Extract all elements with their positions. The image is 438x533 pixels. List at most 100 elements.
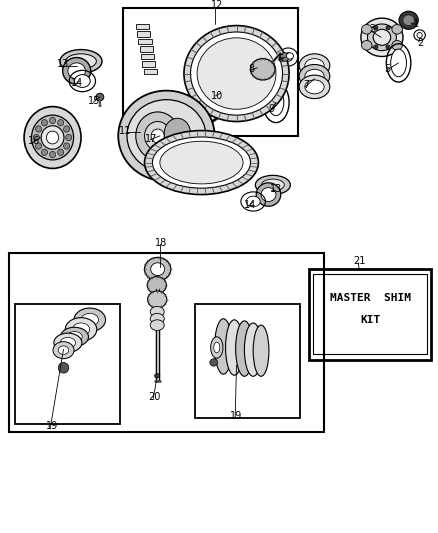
Ellipse shape <box>81 313 99 326</box>
Ellipse shape <box>152 137 251 188</box>
Ellipse shape <box>54 333 82 352</box>
Ellipse shape <box>49 151 56 158</box>
Text: 2: 2 <box>417 38 424 47</box>
Ellipse shape <box>72 323 90 336</box>
Ellipse shape <box>150 320 164 330</box>
Text: 13: 13 <box>57 59 70 69</box>
Ellipse shape <box>265 72 268 75</box>
Ellipse shape <box>245 66 248 69</box>
Ellipse shape <box>184 26 289 122</box>
Ellipse shape <box>265 60 268 63</box>
Text: 13: 13 <box>270 184 282 194</box>
Ellipse shape <box>46 131 59 144</box>
Ellipse shape <box>41 119 47 126</box>
Text: KIT: KIT <box>360 315 380 325</box>
Ellipse shape <box>164 118 191 148</box>
Text: 7: 7 <box>304 80 310 90</box>
Ellipse shape <box>250 61 265 75</box>
Ellipse shape <box>305 80 324 94</box>
Ellipse shape <box>58 346 69 354</box>
Ellipse shape <box>367 24 396 51</box>
Ellipse shape <box>157 157 160 163</box>
Ellipse shape <box>66 134 72 141</box>
Ellipse shape <box>41 126 64 149</box>
Text: 8: 8 <box>249 64 255 74</box>
Ellipse shape <box>256 183 281 206</box>
Ellipse shape <box>148 291 167 308</box>
Ellipse shape <box>96 93 104 101</box>
Ellipse shape <box>53 342 74 359</box>
Ellipse shape <box>215 319 232 374</box>
Ellipse shape <box>374 26 378 30</box>
Ellipse shape <box>127 100 206 172</box>
Ellipse shape <box>244 323 262 376</box>
Ellipse shape <box>403 15 414 25</box>
Bar <box>309 269 431 360</box>
Bar <box>137 31 150 37</box>
Ellipse shape <box>239 51 276 85</box>
Ellipse shape <box>210 359 218 366</box>
Ellipse shape <box>74 308 106 332</box>
Ellipse shape <box>160 141 243 184</box>
Text: 11: 11 <box>119 126 131 135</box>
Ellipse shape <box>236 321 253 376</box>
Ellipse shape <box>392 41 403 50</box>
Ellipse shape <box>246 196 260 207</box>
Ellipse shape <box>151 263 165 276</box>
Ellipse shape <box>150 313 164 324</box>
Text: 14: 14 <box>244 200 256 210</box>
Ellipse shape <box>253 325 269 376</box>
Ellipse shape <box>145 131 258 195</box>
Ellipse shape <box>252 57 256 60</box>
Ellipse shape <box>156 156 159 162</box>
Text: 9: 9 <box>268 104 275 114</box>
Ellipse shape <box>158 159 162 165</box>
Ellipse shape <box>214 342 220 353</box>
Text: 5: 5 <box>385 64 391 74</box>
Ellipse shape <box>156 165 161 169</box>
Bar <box>142 61 155 67</box>
Ellipse shape <box>209 84 231 103</box>
Ellipse shape <box>391 49 406 77</box>
Ellipse shape <box>67 332 82 342</box>
Text: 6: 6 <box>277 54 283 63</box>
Ellipse shape <box>60 50 102 73</box>
Ellipse shape <box>151 129 164 143</box>
Ellipse shape <box>152 154 156 159</box>
Ellipse shape <box>267 66 270 69</box>
Ellipse shape <box>158 161 162 166</box>
Text: 12: 12 <box>211 1 223 10</box>
Ellipse shape <box>247 60 251 63</box>
Ellipse shape <box>261 179 284 191</box>
Ellipse shape <box>74 75 90 87</box>
Ellipse shape <box>255 175 290 195</box>
Ellipse shape <box>214 88 226 99</box>
Ellipse shape <box>386 45 390 49</box>
Ellipse shape <box>286 53 293 59</box>
Ellipse shape <box>252 75 256 78</box>
Text: 14: 14 <box>71 78 83 87</box>
Ellipse shape <box>386 26 390 30</box>
Text: 15: 15 <box>88 96 100 106</box>
Bar <box>140 46 153 52</box>
Ellipse shape <box>68 63 85 79</box>
Bar <box>123 8 298 136</box>
Text: MASTER  SHIM: MASTER SHIM <box>330 294 410 303</box>
Ellipse shape <box>299 75 330 99</box>
Ellipse shape <box>154 154 157 160</box>
Ellipse shape <box>24 107 81 168</box>
Ellipse shape <box>417 33 422 38</box>
Ellipse shape <box>35 126 42 132</box>
Text: 19: 19 <box>230 411 243 421</box>
Ellipse shape <box>157 164 162 168</box>
Ellipse shape <box>251 59 275 80</box>
Ellipse shape <box>361 25 372 34</box>
Ellipse shape <box>197 38 276 109</box>
Ellipse shape <box>155 166 160 171</box>
Ellipse shape <box>392 25 403 34</box>
Text: 20: 20 <box>148 392 160 402</box>
Ellipse shape <box>118 91 215 181</box>
Text: 18: 18 <box>155 238 167 247</box>
Ellipse shape <box>158 158 161 164</box>
Ellipse shape <box>150 306 164 317</box>
